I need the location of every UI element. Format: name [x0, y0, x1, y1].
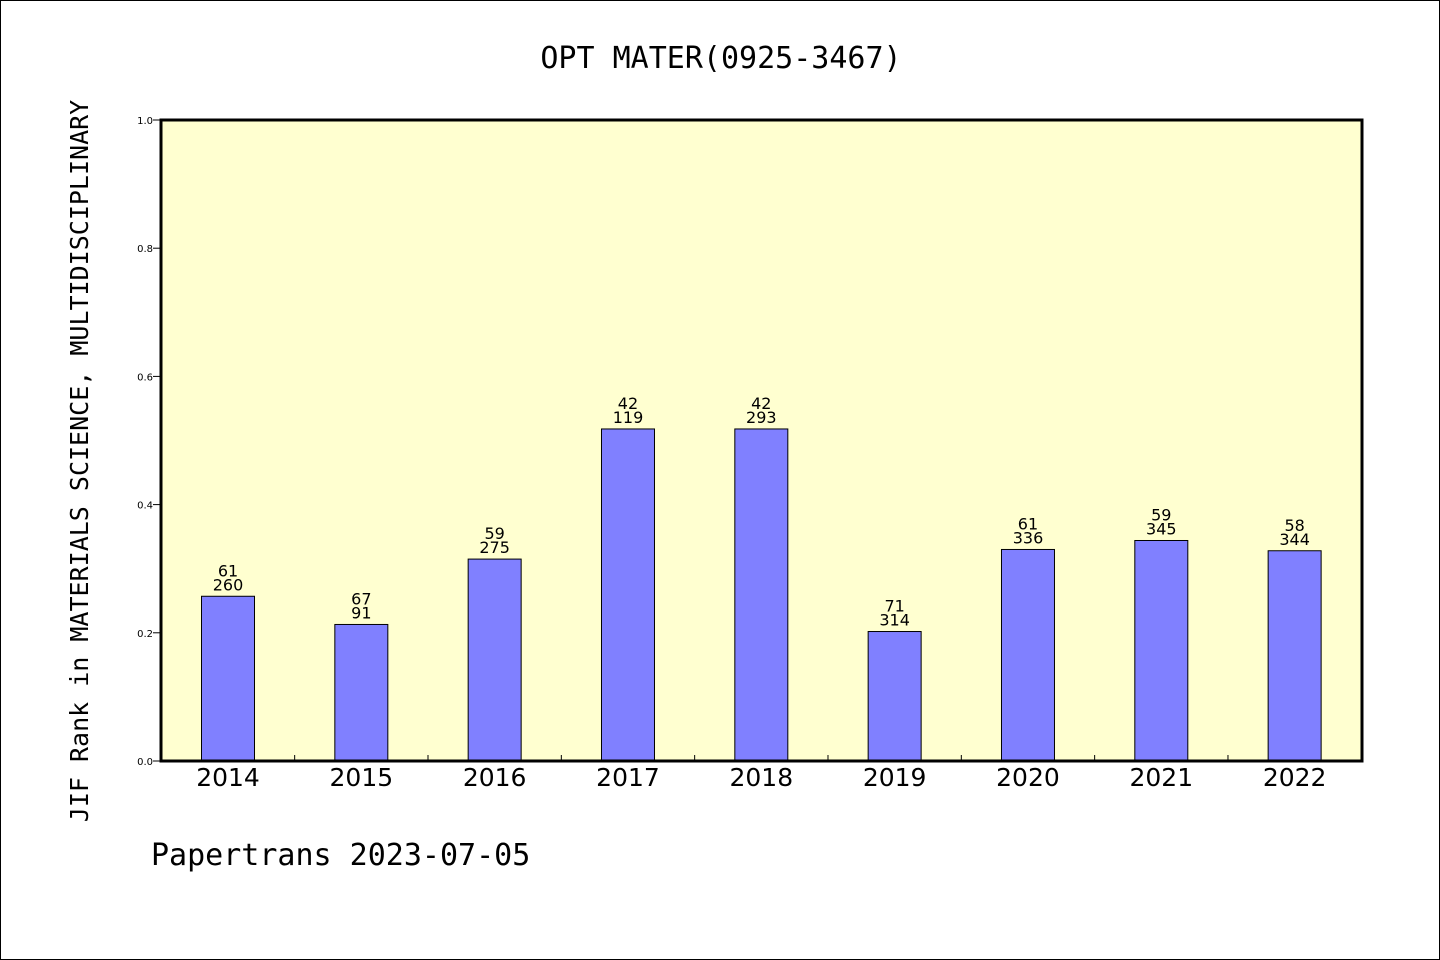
bar-2022: [1267, 550, 1322, 762]
x-tick-label-2020: 2020: [996, 763, 1060, 792]
bar-2021: [1134, 539, 1189, 762]
data-label-bottom-2021: 345: [1146, 519, 1177, 538]
data-label-top-2021: 59: [1151, 505, 1171, 524]
bars-layer: [201, 428, 1322, 762]
data-label-top-2018: 42: [751, 394, 771, 413]
bar-2017: [600, 428, 655, 762]
y-tick-label: 1.0: [137, 116, 153, 127]
y-axis-title: JIF Rank in MATERIALS SCIENCE, MULTIDISC…: [65, 100, 94, 822]
data-label-bottom-2017: 119: [613, 408, 644, 427]
x-tick-label-2017: 2017: [596, 763, 660, 792]
data-label-top-2015: 67: [351, 589, 371, 608]
data-label-bottom-2018: 293: [746, 408, 777, 427]
x-tick-label-2019: 2019: [863, 763, 927, 792]
bar-2020: [1000, 548, 1055, 762]
plot-border: [159, 118, 1364, 763]
data-label-bottom-2022: 344: [1279, 530, 1310, 549]
data-label-bottom-2020: 336: [1013, 528, 1044, 547]
data-label-bottom-2014: 260: [213, 575, 244, 594]
data-label-bottom-2019: 314: [879, 611, 910, 630]
y-tick-label: 0.4: [137, 501, 153, 512]
x-tick-label-2015: 2015: [330, 763, 394, 792]
data-label-top-2020: 61: [1018, 514, 1038, 533]
x-tick-label-2016: 2016: [463, 763, 527, 792]
bar-2015: [334, 623, 389, 762]
bar-2014: [201, 595, 255, 762]
y-tick-label: 0.0: [137, 757, 153, 768]
data-label-top-2016: 59: [484, 524, 504, 543]
x-tick-label-2021: 2021: [1129, 763, 1193, 792]
y-tick-label: 0.8: [137, 244, 153, 255]
bar-2019: [867, 631, 922, 762]
y-tick-label: 0.2: [137, 629, 153, 640]
data-label-top-2022: 58: [1284, 516, 1304, 535]
chart-title: OPT MATER(0925-3467): [540, 41, 901, 76]
bar-2018: [734, 428, 789, 762]
x-tick-label-2018: 2018: [730, 763, 794, 792]
x-tick-label-2014: 2014: [196, 763, 260, 792]
bar-2016: [467, 558, 522, 762]
data-label-top-2019: 71: [884, 597, 904, 616]
y-axis-ticks: 0.0 0.2 0.4 0.6 0.8 1.0: [137, 116, 161, 768]
data-label-top-2017: 42: [618, 394, 638, 413]
x-axis-ticks: 2014 2015 2016 2017 2018 2019 2020 2021 2022: [196, 755, 1326, 792]
x-tick-label-2022: 2022: [1263, 763, 1327, 792]
data-label-bottom-2015: 91: [351, 603, 371, 622]
y-tick-label: 0.6: [137, 372, 153, 383]
data-label-top-2014: 61: [218, 561, 238, 580]
footer-source-date: Papertrans 2023-07-05: [151, 838, 530, 873]
data-label-bottom-2016: 275: [479, 538, 510, 557]
